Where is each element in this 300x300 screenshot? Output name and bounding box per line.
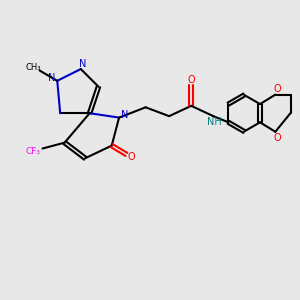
Text: O: O <box>188 75 196 85</box>
Text: NH: NH <box>206 117 221 127</box>
Text: O: O <box>128 152 136 162</box>
Text: N: N <box>48 73 55 83</box>
Text: N: N <box>79 59 86 69</box>
Text: CH₃: CH₃ <box>26 63 41 72</box>
Text: O: O <box>273 84 280 94</box>
Text: N: N <box>121 110 129 120</box>
Text: CF₃: CF₃ <box>26 147 40 156</box>
Text: O: O <box>273 133 280 142</box>
